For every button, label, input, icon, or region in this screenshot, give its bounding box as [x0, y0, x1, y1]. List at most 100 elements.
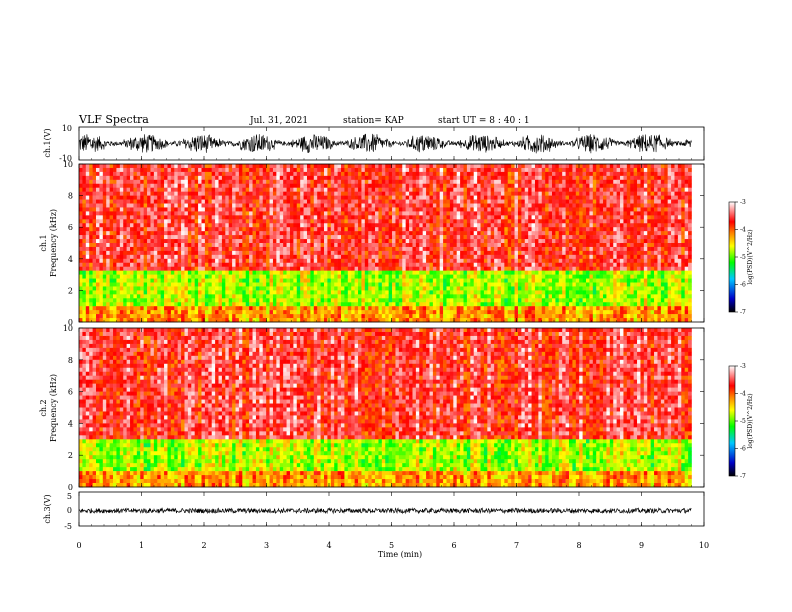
spectrogram-cell — [300, 270, 304, 275]
spectrogram-cell — [446, 302, 451, 307]
spectrogram-cell — [228, 266, 233, 271]
spectrogram-cell — [232, 203, 236, 208]
spectrogram-cell — [252, 274, 257, 279]
spectrogram-cell — [456, 203, 461, 208]
spectrogram-cell — [337, 302, 342, 307]
spectrogram-cell — [337, 187, 342, 192]
spectrogram-cell — [106, 183, 110, 188]
spectrogram-cell — [89, 223, 93, 228]
spectrogram-cell — [272, 310, 277, 315]
spectrogram-cell — [419, 254, 423, 260]
spectrogram-cell — [126, 314, 131, 319]
spectrogram-cell — [385, 266, 389, 271]
spectrogram-cell — [96, 211, 100, 216]
spectrogram-cell — [113, 246, 117, 252]
spectrogram-cell — [252, 219, 257, 224]
spectrogram-cell — [358, 250, 362, 256]
spectrogram-cell — [337, 191, 342, 196]
spectrogram-cell — [85, 246, 90, 252]
spectrogram-cell — [446, 254, 451, 260]
spectrogram-cell — [123, 231, 127, 236]
spectrogram-cell — [306, 175, 311, 181]
spectrogram-cell — [245, 274, 250, 279]
spectrogram-cell — [228, 219, 233, 224]
spectrogram-cell — [497, 318, 502, 323]
spectrogram-cell — [378, 298, 383, 303]
spectrogram-cell — [191, 306, 195, 311]
spectrogram-cell — [473, 211, 478, 216]
spectrogram-cell — [385, 195, 389, 200]
spectrogram-cell — [436, 171, 440, 177]
spectrogram-cell — [242, 250, 247, 256]
spectrogram-cell — [147, 306, 151, 311]
spectrogram-cell — [232, 243, 236, 248]
spectrogram-cell — [364, 215, 369, 220]
spectrogram-cell — [402, 310, 406, 315]
spectrogram-cell — [381, 258, 386, 264]
spectrogram-cell — [337, 195, 342, 200]
spectrogram-cell — [303, 286, 308, 291]
spectrogram-cell — [412, 195, 417, 200]
spectrogram-cell — [286, 254, 291, 260]
spectrogram-cell — [392, 195, 396, 200]
spectrogram-cell — [204, 231, 209, 236]
spectrogram-cell — [385, 306, 389, 311]
spectrogram-cell — [463, 164, 468, 169]
spectrogram-cell — [392, 223, 396, 228]
spectrogram-cell — [89, 167, 93, 173]
spectrogram-cell — [232, 171, 236, 177]
spectrogram-cell — [106, 207, 110, 212]
spectrogram-cell — [136, 310, 141, 315]
spectrogram-cell — [473, 223, 478, 228]
spectrogram-cell — [443, 211, 447, 216]
spectrogram-cell — [191, 310, 195, 315]
spectrogram-cell — [388, 179, 393, 185]
spectrogram-cell — [116, 211, 121, 216]
spectrogram-cell — [266, 164, 270, 169]
spectrogram-cell — [221, 282, 226, 287]
spectrogram-cell — [184, 270, 189, 275]
spectrogram-cell — [330, 274, 335, 279]
spectrogram-cell — [473, 187, 478, 192]
spectrogram-cell — [494, 250, 498, 256]
spectrogram-cell — [385, 215, 389, 220]
spectrogram-cell — [276, 306, 281, 311]
spectrogram-cell — [99, 179, 104, 185]
spectrogram-cell — [320, 183, 325, 188]
spectrogram-cell — [480, 239, 485, 244]
spectrogram-cell — [221, 195, 226, 200]
spectrogram-cell — [398, 306, 403, 311]
spectrogram-cell — [426, 266, 430, 271]
spectrogram-cell — [409, 290, 413, 295]
spectrogram-cell — [456, 254, 461, 260]
spectrogram-cell — [211, 243, 216, 248]
spectrogram-cell — [429, 282, 434, 287]
spectrogram-cell — [388, 215, 393, 220]
spectrogram-cell — [153, 199, 158, 204]
spectrogram-cell — [150, 179, 155, 185]
spectrogram-cell — [402, 211, 406, 216]
spectrogram-cell — [153, 187, 158, 192]
spectrogram-cell — [102, 262, 107, 267]
spectrogram-cell — [422, 187, 427, 192]
spectrogram-cell — [283, 270, 287, 275]
spectrogram-cell — [215, 164, 219, 169]
spectrogram-cell — [133, 302, 138, 307]
spectrogram-cell — [194, 262, 199, 267]
spectrogram-cell — [272, 235, 277, 240]
spectrogram-cell — [429, 294, 434, 299]
spectrogram-cell — [99, 314, 104, 319]
spectrogram-cell — [221, 191, 226, 196]
spectrogram-cell — [143, 298, 148, 303]
spectrogram-cell — [432, 239, 437, 244]
spectrogram-cell — [289, 318, 294, 323]
spectrogram-cell — [181, 318, 185, 323]
spectrogram-cell — [337, 211, 342, 216]
spectrogram-cell — [460, 306, 464, 311]
spectrogram-cell — [490, 239, 495, 244]
spectrogram-cell — [361, 227, 366, 232]
spectrogram-cell — [252, 254, 257, 260]
spectrogram-cell — [432, 266, 437, 271]
spectrogram-cell — [456, 215, 461, 220]
spectrogram-cell — [235, 314, 240, 319]
